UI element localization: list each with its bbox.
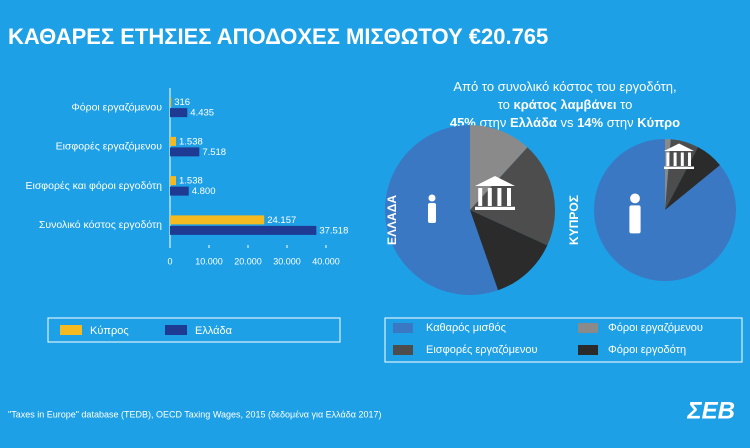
building-icon — [673, 152, 677, 166]
pie-slice — [470, 210, 548, 291]
building-icon — [475, 206, 515, 210]
x-tick-label: 10.000 — [195, 256, 223, 266]
bar — [170, 225, 317, 235]
building-icon — [664, 166, 694, 169]
callout-line: το κράτος λαμβάνει το — [498, 97, 633, 112]
callout-run: το — [617, 97, 633, 112]
callout-run: 14% — [577, 115, 603, 130]
legend-swatch — [165, 325, 187, 335]
bar — [170, 186, 189, 196]
callout-run: Ελλάδα — [510, 115, 557, 130]
callout-run: vs — [557, 115, 577, 130]
legend-label: Φόροι εργοδότη — [608, 344, 686, 356]
category-label: Συνολικό κόστος εργοδότη — [39, 219, 162, 231]
legend-swatch — [578, 345, 598, 355]
pie-slice — [385, 125, 499, 295]
category-label: Εισφορές και φόροι εργοδότη — [25, 180, 162, 192]
callout-run: Από το συνολικό κόστος του εργοδότη, — [453, 79, 676, 94]
x-tick-label: 20.000 — [234, 256, 262, 266]
pie-slice — [470, 147, 555, 246]
callout-line: Από το συνολικό κόστος του εργοδότη, — [453, 79, 676, 94]
legend-label: Καθαρός μισθός — [426, 322, 506, 334]
bar — [170, 176, 176, 186]
legend-label: Κύπρος — [90, 325, 129, 337]
value-label: 316 — [174, 97, 190, 108]
person-icon — [629, 205, 641, 234]
person-icon — [428, 203, 436, 223]
person-icon — [428, 194, 436, 202]
pie-slice — [665, 147, 720, 210]
legend-label: Ελλάδα — [195, 325, 233, 337]
callout-run: κράτος λαμβάνει — [514, 97, 617, 112]
legend-swatch — [60, 325, 82, 335]
legend-swatch — [393, 345, 413, 355]
building-icon — [680, 152, 684, 166]
bar — [170, 136, 176, 146]
bar-legend-box — [47, 317, 341, 343]
callout-run: το — [498, 97, 514, 112]
building-icon — [487, 188, 492, 206]
bar — [170, 147, 200, 157]
callout-run: Κύπρο — [637, 115, 680, 130]
value-label: 37.518 — [319, 225, 348, 236]
title: ΚΑΘΑΡΕΣ ΕΤΗΣΙΕΣ ΑΠΟΔΟΧΕΣ ΜΙΣΘΩΤΟΥ €20.76… — [8, 24, 548, 49]
category-label: Εισφορές εργαζόμενου — [56, 141, 163, 153]
value-label: 1.538 — [179, 176, 203, 187]
callout-run: στην — [603, 115, 637, 130]
building-icon — [666, 152, 670, 166]
value-label: 1.538 — [179, 136, 203, 147]
building-icon — [688, 152, 691, 166]
x-tick-label: 40.000 — [312, 256, 340, 266]
value-label: 4.435 — [190, 108, 214, 119]
legend-swatch — [578, 323, 598, 333]
building-icon — [497, 188, 502, 206]
legend-label: Εισφορές εργαζόμενου — [426, 344, 537, 356]
pie-slice — [470, 125, 528, 210]
value-label: 4.800 — [192, 186, 216, 197]
person-icon — [630, 193, 640, 204]
value-label: 7.518 — [202, 147, 226, 158]
pie-legend-box — [384, 317, 743, 363]
legend-label: Φόροι εργαζόμενου — [608, 322, 703, 334]
value-label: 24.157 — [267, 215, 296, 226]
x-tick-label: 30.000 — [273, 256, 301, 266]
x-tick-label: 0 — [167, 256, 172, 266]
building-icon — [507, 188, 511, 206]
category-label: Φόροι εργαζόμενου — [71, 101, 162, 113]
pie-label: ΚΥΠΡΟΣ — [567, 195, 581, 245]
building-icon — [475, 176, 515, 186]
building-icon — [478, 188, 483, 206]
building-icon — [664, 143, 694, 151]
bar — [170, 108, 188, 118]
bar — [170, 215, 265, 225]
pie-label: ΕΛΛΑΔΑ — [385, 195, 399, 245]
legend-swatch — [393, 323, 413, 333]
logo: ΣΕΒ — [686, 397, 735, 424]
source: "Taxes in Europe" database (TEDB), OECD … — [8, 409, 381, 419]
bar — [170, 97, 172, 107]
